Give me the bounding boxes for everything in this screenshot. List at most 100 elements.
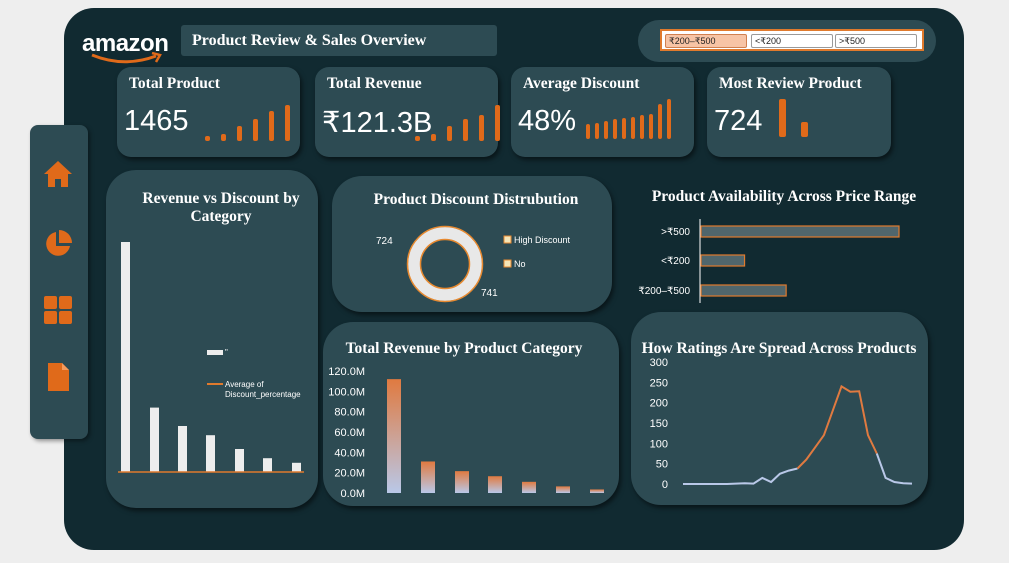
ratings-line-peak [796,384,878,470]
legend-bar-swatch [207,350,223,355]
category-revenue-bar [150,407,159,472]
kpi-spark-bar [431,133,436,141]
ratings-line-high [875,453,913,485]
kpi-spark-bar [649,113,653,139]
kpi-spark-bar [447,125,452,141]
pie-chart-icon[interactable] [42,228,74,260]
availability-bar [700,284,787,297]
kpi-spark-bar [667,99,671,139]
kpi-most-review-product: Most Review Product 724 [707,67,891,157]
page-title: Product Review & Sales Overview [181,25,497,56]
y-tick-label: 120.0M [328,366,365,378]
document-icon[interactable] [42,361,74,393]
kpi-label: Total Product [129,75,220,92]
logo-smile-icon [91,52,162,64]
category-revenue-bar [235,449,244,472]
kpi-label: Average Discount [523,75,640,92]
y-tick-label: 20.0M [334,468,365,480]
y-tick-label: 50 [656,459,668,471]
category-revenue-bar [556,486,570,493]
kpi-spark-bar [631,117,635,139]
kpi-spark-bar [253,119,258,141]
donut-slice-no [408,227,482,301]
category-revenue-bar [522,481,536,493]
legend-bar-label: " [225,348,228,357]
amazon-logo: amazon [82,30,169,64]
category-revenue-bar [121,242,130,472]
sidebar [30,125,88,439]
kpi-value: ₹121.3B [322,107,433,139]
kpi-average-discount: Average Discount 48% [511,67,694,157]
availability-chart-title: Product Availability Across Price Range [651,188,917,205]
y-tick-label: 200 [650,398,668,410]
kpi-spark-bar [779,99,786,137]
chart-title: Product Discount Distrubution [373,191,579,208]
kpi-value: 1465 [124,105,189,137]
chart-title: Total Revenue by Product Category [345,340,583,357]
donut-inner-outline [419,238,471,290]
category-revenue-bar [421,461,435,493]
legend-label-no: No [514,259,526,269]
kpi-value: 48% [518,105,577,137]
slice-label-high: 724 [376,236,393,247]
kpi-label: Most Review Product [719,75,862,92]
y-tick-label: 0 [662,479,668,491]
chart-title: Revenue vs Discount by Category [142,190,300,225]
kpi-spark-bar [285,105,290,141]
slicer-box: ₹200–₹500 <₹200 >₹500 [660,29,924,51]
kpi-spark-bar [495,105,500,141]
legend-swatch-no [503,259,512,268]
home-icon[interactable] [42,158,74,190]
kpi-spark-bar [586,123,590,139]
availability-bar [700,254,746,267]
price-range-label: ₹200–₹500 [638,286,690,297]
ratings-spread-card: How Ratings Are Spread Across Products 3… [631,312,928,505]
category-revenue-bar [455,471,469,493]
y-tick-label: 250 [650,377,668,389]
grid-icon[interactable] [42,294,74,326]
kpi-spark-bar [479,115,484,141]
kpi-spark-bar [415,135,420,141]
y-tick-label: 60.0M [334,427,365,439]
kpi-spark-bar [463,119,468,141]
y-tick-label: 150 [650,418,668,430]
y-tick-label: 100 [650,438,668,450]
availability-bar [700,225,900,238]
y-tick-label: 0.0M [341,488,365,500]
y-tick-label: 100.0M [328,386,365,398]
kpi-spark-bar [640,115,644,139]
kpi-spark-bar [622,118,626,139]
ratings-line-chart: 300 250 200 150 100 50 0 [650,357,913,491]
kpi-spark-bar [205,136,210,141]
category-revenue-bar [292,462,301,472]
kpi-spark-bar [595,123,599,139]
y-tick-label: 300 [650,357,668,369]
ratings-line-low [683,467,798,485]
kpi-spark-bar [269,111,274,141]
revenue-vs-discount-chart: " [118,242,304,473]
y-tick-label: 80.0M [334,407,365,419]
discount-donut-chart: 724 741 High Discount No [376,225,571,303]
kpi-spark-bar [613,119,617,139]
legend-label-high: High Discount [514,235,571,245]
discount-distribution-card: Product Discount Distrubution 724 741 Hi… [332,176,612,312]
legend-line-label: Average of Discount_percentage [225,380,301,399]
kpi-label: Total Revenue [327,75,422,92]
availability-bar-chart: >₹500 <₹200 ₹200–₹500 [638,219,900,303]
revenue-by-category-chart: 120.0M 100.0M 80.0M 60.0M 40.0M 20.0M 0.0M [328,366,604,500]
revenue-by-category-card: Total Revenue by Product Category 120.0M… [323,322,619,506]
filter-over-500[interactable]: >₹500 [835,34,917,48]
kpi-value: 724 [714,105,763,137]
revenue-vs-discount-card: Revenue vs Discount by Category " Averag… [106,170,318,508]
filter-200-500[interactable]: ₹200–₹500 [665,34,747,48]
category-revenue-bar [206,435,215,472]
filter-under-200[interactable]: <₹200 [751,34,833,48]
category-revenue-bar [263,458,272,472]
price-range-label: >₹500 [661,227,690,238]
kpi-total-revenue: Total Revenue ₹121.3B [315,67,500,157]
legend-swatch-high [503,235,512,244]
category-revenue-bar [178,426,187,472]
chart-title: How Ratings Are Spread Across Products [641,340,917,357]
price-range-slicer: ₹200–₹500 <₹200 >₹500 [638,20,936,62]
y-tick-label: 40.0M [334,447,365,459]
